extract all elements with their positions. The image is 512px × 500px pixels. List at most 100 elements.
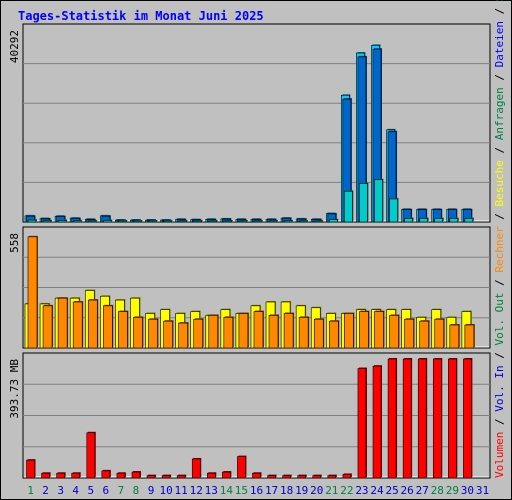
day-labels: 1 2 3 4 5 6 7 8 9 10 11 12 13 14 15 16 17 18 19 20 21 22 23 24 2… <box>27 484 489 497</box>
bar-volumen-day-16 <box>252 472 261 479</box>
day-label-11: 11 <box>175 484 188 497</box>
day-label-6: 6 <box>103 484 110 497</box>
panel-volume <box>22 352 491 479</box>
bar-volumen-day-25 <box>387 358 397 479</box>
max-label-volume: 393.73 MB <box>8 359 21 419</box>
bar-shadow <box>300 220 309 221</box>
day-label-30: 30 <box>461 484 474 497</box>
bar-volumen-day-20 <box>312 475 322 479</box>
day-label-14: 14 <box>220 484 234 497</box>
bar-seiten-day-3 <box>57 220 67 223</box>
bar-shadow <box>209 220 218 221</box>
bar-seiten-day-15 <box>238 220 248 223</box>
bar-seiten-day-25 <box>389 198 398 223</box>
legend-separator: / <box>493 273 506 293</box>
legend-seiten: Seiten <box>493 0 506 1</box>
legend-separator: / <box>493 140 506 160</box>
bar-seiten-day-28 <box>434 218 444 223</box>
bar-seiten-day-13 <box>208 220 218 223</box>
day-label-19: 19 <box>295 484 308 497</box>
bar-volumen-day-13 <box>207 472 216 479</box>
bar-seiten-day-10 <box>163 220 172 223</box>
bar-seiten-day-23 <box>359 183 368 223</box>
bar-seiten-day-20 <box>313 220 323 223</box>
bar-rechner-day-3 <box>57 297 68 349</box>
bar-seiten-day-22 <box>344 190 353 223</box>
day-label-25: 25 <box>385 484 398 497</box>
bar-volumen-day-30 <box>463 358 472 479</box>
panel-frame <box>22 23 491 223</box>
day-label-26: 26 <box>401 484 414 497</box>
bar-rechner-day-30 <box>464 324 475 349</box>
bar-seiten-day-11 <box>178 220 187 223</box>
bar-volumen-day-17 <box>267 475 276 479</box>
bar-seiten-day-18 <box>283 220 293 223</box>
bar-seiten-day-4 <box>72 220 82 223</box>
bar-rechner-day-2 <box>42 305 53 349</box>
bar-seiten-day-19 <box>298 220 308 223</box>
bar-volumen-day-28 <box>432 358 442 479</box>
bar-shadow <box>119 220 128 221</box>
bar-rechner-day-10 <box>163 320 173 349</box>
bar-shadow <box>194 220 203 221</box>
bar-volumen-day-19 <box>297 475 306 479</box>
day-label-1: 1 <box>27 484 34 497</box>
day-label-23: 23 <box>355 484 368 497</box>
day-label-9: 9 <box>148 484 155 497</box>
bar-volumen-day-29 <box>448 358 457 479</box>
bar-rechner-day-7 <box>118 311 128 349</box>
day-label-27: 27 <box>416 484 429 497</box>
bar-volumen-day-7 <box>116 472 126 479</box>
bar-seiten-day-24 <box>374 179 383 223</box>
bar-rechner-day-1 <box>27 236 38 349</box>
bar-seiten-day-14 <box>223 220 233 223</box>
day-label-15: 15 <box>235 484 248 497</box>
bar-seiten-day-21 <box>328 219 338 223</box>
bar-rechner-day-8 <box>133 317 143 349</box>
bar-rechner-day-11 <box>178 322 188 349</box>
legend-separator: / <box>493 412 506 432</box>
day-label-21: 21 <box>325 484 338 497</box>
bar-seiten-day-5 <box>87 220 97 223</box>
day-label-3: 3 <box>57 484 64 497</box>
bar-volumen-day-23 <box>357 368 367 479</box>
bar-seiten-day-17 <box>268 220 278 223</box>
day-label-17: 17 <box>265 484 278 497</box>
bar-volumen-day-12 <box>191 458 201 479</box>
bar-seiten-day-8 <box>133 220 142 223</box>
day-label-5: 5 <box>87 484 94 497</box>
bar-volumen-day-24 <box>372 365 382 479</box>
bar-seiten-day-6 <box>103 220 112 223</box>
bar-rechner-day-6 <box>103 305 113 349</box>
day-label-31: 31 <box>476 484 489 497</box>
bar-rechner-day-21 <box>328 320 339 349</box>
legend-anfragen: Anfragen <box>493 87 506 140</box>
bar-shadow <box>224 220 233 221</box>
day-label-28: 28 <box>431 484 444 497</box>
bar-shadow <box>164 220 173 221</box>
bar-rechner-day-22 <box>344 313 354 349</box>
day-label-20: 20 <box>310 484 323 497</box>
bar-rechner-day-23 <box>359 311 369 349</box>
bar-seiten-day-30 <box>464 218 474 223</box>
bar-volumen-day-22 <box>342 474 352 479</box>
bar-shadow <box>285 219 294 221</box>
bar-shadow <box>254 220 263 221</box>
bar-seiten-day-12 <box>193 220 203 223</box>
chart-title: Tages-Statistik im Monat Juni 2025 <box>18 9 264 23</box>
day-label-7: 7 <box>118 484 125 497</box>
day-label-29: 29 <box>446 484 459 497</box>
legend-separator: / <box>493 1 506 21</box>
legend-rechner: Rechner <box>493 226 506 273</box>
bar-volumen-day-27 <box>417 358 427 479</box>
legend-besuche: Besuche <box>493 160 506 206</box>
bar-seiten-day-16 <box>253 220 263 223</box>
day-label-2: 2 <box>42 484 49 497</box>
day-label-10: 10 <box>159 484 172 497</box>
bar-shadow <box>315 220 324 221</box>
bar-volumen-day-1 <box>26 459 35 479</box>
bar-volumen-day-6 <box>101 470 111 479</box>
bar-volumen-day-18 <box>282 475 291 479</box>
bar-rechner-day-26 <box>404 318 414 349</box>
